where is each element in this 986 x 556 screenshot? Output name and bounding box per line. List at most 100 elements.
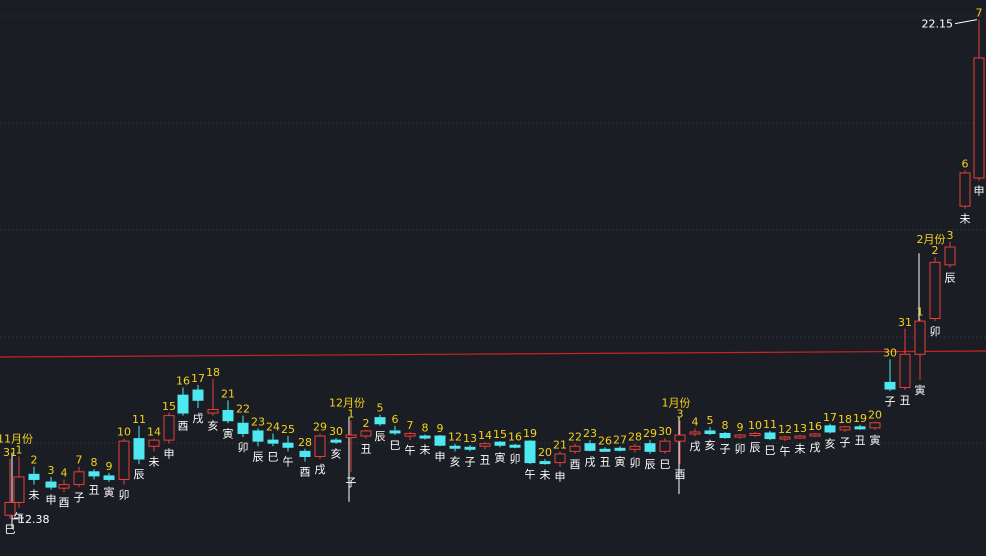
- month-label: 11月份: [0, 432, 33, 445]
- zodiac-label: 卯: [735, 443, 746, 456]
- day-label: 10: [117, 426, 131, 439]
- day-label: 19: [853, 412, 867, 425]
- day-label: 22: [236, 403, 250, 416]
- zodiac-label: 午: [405, 444, 416, 457]
- zodiac-label: 酉: [178, 420, 189, 433]
- zodiac-label: 戌: [690, 440, 701, 453]
- candle-body: [779, 436, 791, 440]
- day-label: 13: [463, 432, 477, 445]
- zodiac-label: 子: [885, 395, 896, 408]
- day-label: 2: [932, 244, 939, 257]
- day-label: 9: [106, 460, 113, 473]
- candle-body: [222, 409, 234, 422]
- day-label: 7: [407, 419, 414, 432]
- candle-body: [345, 434, 357, 439]
- max-price-label: 22.15: [922, 18, 954, 31]
- candle-body: [207, 408, 219, 414]
- candle-body: [28, 473, 40, 480]
- zodiac-label: 午: [780, 445, 791, 458]
- day-label: 16: [808, 420, 822, 433]
- zodiac-label: 卯: [930, 325, 941, 338]
- zodiac-label: 申: [164, 448, 175, 461]
- candle-body: [434, 435, 446, 446]
- candle-body: [973, 57, 985, 179]
- zodiac-label: 午: [283, 455, 294, 468]
- candle-body: [539, 461, 551, 465]
- candle-body: [884, 381, 896, 390]
- candle-body: [794, 435, 806, 439]
- day-label: 17: [823, 411, 837, 424]
- day-label: 18: [206, 366, 220, 379]
- zodiac-label: 戌: [193, 412, 204, 425]
- day-label: 15: [493, 428, 507, 441]
- candle-body: [644, 443, 656, 452]
- zodiac-label: 巳: [390, 439, 401, 452]
- zodiac-label: 丑: [855, 434, 866, 447]
- candle-body: [809, 433, 821, 437]
- day-label: 30: [329, 425, 343, 438]
- day-label: 6: [392, 413, 399, 426]
- day-label: 9: [737, 421, 744, 434]
- zodiac-label: 寅: [495, 450, 506, 464]
- zodiac-label: 未: [420, 444, 431, 457]
- day-label: 15: [162, 400, 176, 413]
- zodiac-label: 亥: [331, 447, 342, 461]
- zodiac-label: 丑: [480, 453, 491, 466]
- candle-body: [734, 434, 746, 438]
- day-label: 4: [61, 466, 68, 479]
- zodiac-label: 申: [974, 185, 985, 198]
- day-label: 30: [883, 346, 897, 359]
- candle-body: [689, 431, 701, 435]
- candle-body: [719, 432, 731, 439]
- day-label: 3: [947, 229, 954, 242]
- day-label: 8: [91, 456, 98, 469]
- candle-body: [914, 320, 926, 355]
- zodiac-label: 卯: [510, 452, 521, 465]
- candle-body: [944, 246, 956, 266]
- candle-body: [524, 440, 536, 464]
- zodiac-label: 辰: [945, 271, 956, 284]
- day-label: 5: [707, 414, 714, 427]
- zodiac-label: 丑: [89, 483, 100, 496]
- candle-body: [869, 422, 881, 429]
- day-label: 7: [76, 454, 83, 467]
- day-label: 12: [778, 423, 792, 436]
- day-label: 18: [838, 413, 852, 426]
- day-label: 1: [348, 408, 355, 421]
- ma-line: [0, 350, 986, 358]
- zodiac-label: 亥: [208, 419, 219, 433]
- zodiac-label: 未: [960, 213, 971, 226]
- day-label: 31: [898, 316, 912, 329]
- zodiac-label: 戌: [315, 463, 326, 476]
- day-label: 16: [508, 431, 522, 444]
- zodiac-label: 辰: [375, 430, 386, 443]
- day-label: 8: [422, 422, 429, 435]
- candle-body: [237, 422, 249, 434]
- zodiac-label: 戌: [810, 441, 821, 454]
- zodiac-label: 子: [465, 455, 476, 468]
- day-label: 30: [658, 425, 672, 438]
- candle-body: [704, 430, 716, 434]
- day-label: 29: [313, 420, 327, 433]
- zodiac-label: 巳: [5, 523, 16, 536]
- month-label: 1月份: [662, 397, 691, 410]
- day-label: 2: [363, 417, 370, 430]
- zodiac-label: 申: [46, 494, 57, 507]
- candle-body: [88, 471, 100, 477]
- day-label: 9: [437, 422, 444, 435]
- day-label: 26: [598, 434, 612, 447]
- zodiac-label: 丑: [900, 394, 911, 407]
- day-label: 27: [613, 433, 627, 446]
- candle-body: [177, 394, 189, 414]
- day-label: 20: [868, 409, 882, 422]
- max-arrow: [954, 19, 978, 25]
- candle-body: [584, 443, 596, 451]
- zodiac-label: 未: [540, 469, 551, 482]
- candle-body: [419, 435, 431, 439]
- candle-body: [449, 445, 461, 449]
- zodiac-label: 辰: [750, 441, 761, 454]
- zodiac-label: 戌: [585, 455, 596, 468]
- candle-body: [404, 432, 416, 437]
- zodiac-label: 辰: [253, 450, 264, 463]
